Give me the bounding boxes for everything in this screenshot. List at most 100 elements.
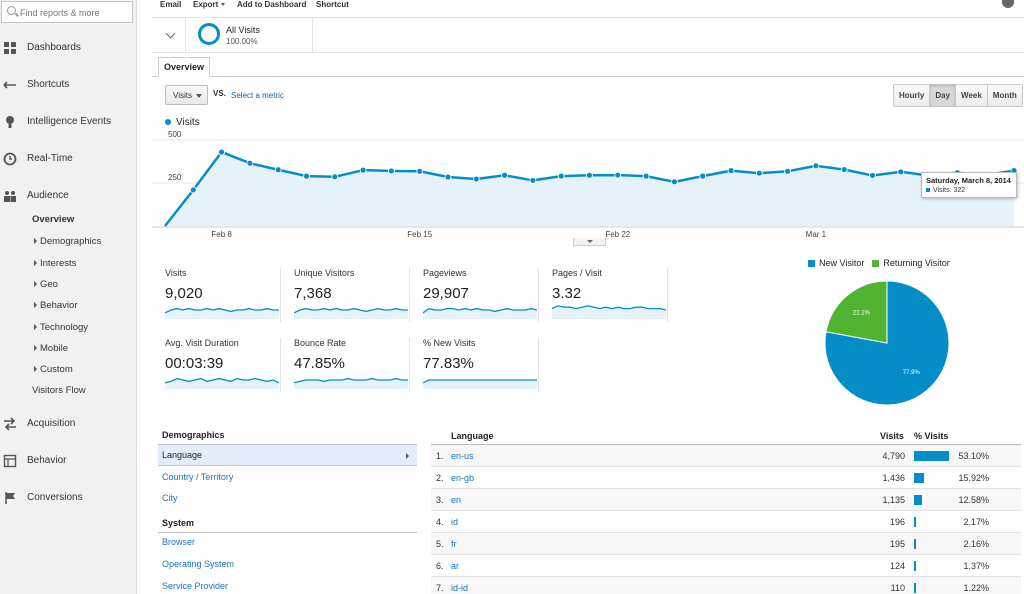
chart-data-point[interactable] [416,167,424,175]
sidebar-item-dashboards[interactable]: Dashboards [0,37,137,59]
demographics-link-language[interactable]: Language [158,445,417,466]
language-link[interactable]: id [451,517,459,527]
chart-data-point[interactable] [784,167,791,175]
chart-data-point[interactable] [727,167,735,175]
system-link-os[interactable]: Operating System [162,559,235,569]
scorecard[interactable]: Visits 9,020 [152,268,281,322]
export-button[interactable]: Export [193,0,226,9]
system-link-provider[interactable]: Service Provider [162,581,229,591]
visitor-type-pie-chart[interactable]: 77.9% 22.1% [822,278,952,408]
visits-line-chart[interactable]: 250 500 Feb 8 Feb 15 Feb 22 Mar 1 [152,130,1024,248]
table-row[interactable]: 4. id 196 2.17% [431,511,1021,533]
chart-data-point[interactable] [840,166,848,173]
tab-divider [152,76,1024,77]
search-icon [7,6,16,15]
chart-resize-handle[interactable] [573,238,606,246]
sidebar-sub-demographics[interactable]: Demographics [34,236,101,252]
chart-data-point[interactable] [642,172,650,180]
month-button[interactable]: Month [987,85,1022,106]
table-row[interactable]: 1. en-us 4,790 53.10% [431,445,1021,467]
chart-data-point[interactable] [359,166,367,174]
sidebar-sub-behavior[interactable]: Behavior [34,300,78,316]
sidebar-sub-custom[interactable]: Custom [34,364,73,380]
chart-data-point[interactable] [274,166,282,174]
sparkline-area [423,380,537,389]
scorecard[interactable]: Pages / Visit 3.32 [539,268,668,322]
pie-legend-returning[interactable]: Returning Visitor [872,258,950,268]
scorecard[interactable]: % New Visits 77.83% [410,338,539,392]
email-button[interactable]: Email [160,0,182,9]
language-link[interactable]: en-gb [451,473,475,483]
sidebar-item-behavior[interactable]: Behavior [0,450,137,472]
chart-data-point[interactable] [189,186,197,194]
chart-data-point[interactable] [812,162,820,170]
language-link[interactable]: en-us [451,451,474,461]
chart-data-point[interactable] [387,167,395,175]
sidebar-sub-overview[interactable]: Overview [32,214,75,225]
sidebar-item-label: Behavior [27,455,67,466]
hourly-button[interactable]: Hourly [894,85,931,106]
sidebar-item-intelligence-events[interactable]: Intelligence Events [0,111,137,133]
sidebar-sub-geo[interactable]: Geo [34,279,58,295]
sparkline-area [165,308,279,319]
language-link[interactable]: fr [451,539,457,549]
demographics-link-city[interactable]: City [162,493,178,503]
chart-data-point[interactable] [614,171,622,179]
segment-card[interactable]: All Visits 100.00% [188,18,313,52]
sidebar-sub-interests[interactable]: Interests [34,258,76,274]
gear-icon[interactable] [1002,0,1014,8]
chart-data-point[interactable] [586,171,593,179]
shortcut-button[interactable]: Shortcut [316,0,349,9]
language-link[interactable]: id-id [451,583,469,593]
chart-data-point[interactable] [246,159,254,167]
scorecard[interactable]: Avg. Visit Duration 00:03:39 [152,338,281,392]
add-to-dashboard-button[interactable]: Add to Dashboard [237,0,307,9]
week-button[interactable]: Week [956,85,988,106]
language-link[interactable]: en [451,495,462,505]
sidebar-sub-technology[interactable]: Technology [34,322,88,338]
sidebar-item-real-time[interactable]: Real-Time [0,148,137,170]
chart-data-point[interactable] [557,172,565,180]
system-link-browser[interactable]: Browser [162,537,196,547]
chart-data-point[interactable] [331,173,339,181]
search-input[interactable] [20,5,130,20]
scorecard[interactable]: Unique Visitors 7,368 [281,268,410,322]
chart-data-point[interactable] [303,172,310,180]
column-header-language[interactable]: Language [451,431,494,441]
sidebar-item-audience[interactable]: Audience [0,185,137,207]
segment-toggle-button[interactable] [158,18,186,52]
chart-data-point[interactable] [444,173,452,181]
chart-data-point[interactable] [755,169,763,177]
column-header-visits[interactable]: Visits [880,431,904,441]
column-header-pct-visits[interactable]: % Visits [914,431,949,441]
tab-overview[interactable]: Overview [158,57,210,77]
day-button[interactable]: Day [930,85,957,106]
chart-data-point[interactable] [529,177,537,184]
chart-data-point[interactable] [671,178,678,186]
chart-data-point[interactable] [218,148,225,156]
scorecard[interactable]: Pageviews 29,907 [410,268,539,322]
select-metric-link[interactable]: Select a metric [231,91,284,100]
language-link[interactable]: ar [451,561,460,571]
chart-data-point[interactable] [472,175,480,183]
pie-legend-new[interactable]: New Visitor [808,258,864,268]
pie-slice[interactable] [825,280,888,344]
metric-select[interactable]: Visits [165,85,208,105]
sidebar-sub-visitors-flow[interactable]: Visitors Flow [32,385,86,396]
chart-data-point[interactable] [699,172,707,180]
sidebar-item-shortcuts[interactable]: Shortcuts [0,74,137,96]
chart-data-point[interactable] [869,172,876,179]
demographics-link-country[interactable]: Country / Territory [162,472,234,482]
sidebar-sub-mobile[interactable]: Mobile [34,343,68,359]
table-row[interactable]: 5. fr 195 2.16% [431,533,1021,555]
scorecard[interactable]: Bounce Rate 47.85% [281,338,410,392]
sidebar-item-conversions[interactable]: Conversions [0,487,137,509]
table-row[interactable]: 6. ar 124 1.37% [431,555,1021,577]
chart-data-point[interactable] [897,168,905,176]
table-row[interactable]: 7. id-id 110 1.22% [431,577,1021,594]
chart-data-point[interactable] [501,171,509,179]
sidebar-item-acquisition[interactable]: Acquisition [0,413,137,435]
table-row[interactable]: 3. en 1,135 12.58% [431,489,1021,511]
search-box[interactable] [1,1,133,23]
table-row[interactable]: 2. en-gb 1,436 15.92% [431,467,1021,489]
